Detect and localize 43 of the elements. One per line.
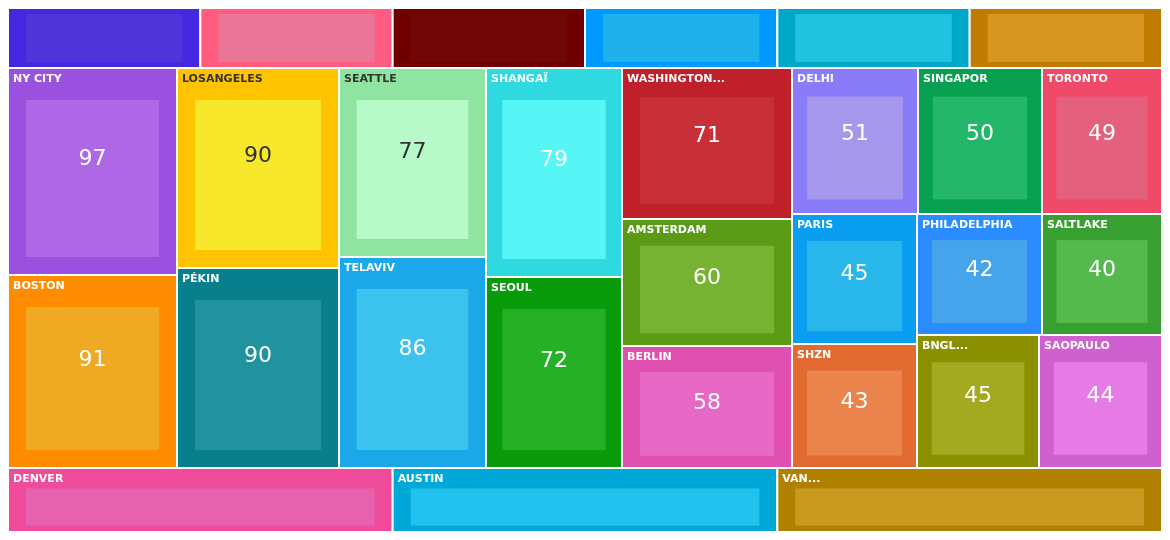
data-label: 45	[840, 260, 869, 285]
data-label: 50	[966, 120, 994, 146]
data-label: 90	[244, 142, 272, 167]
data-label: 77	[398, 137, 427, 163]
category-label: SEOUL	[491, 281, 532, 294]
category-label: BOSTON	[13, 279, 65, 292]
category-label: BERLIN	[627, 350, 672, 363]
data-label: 51	[841, 120, 869, 146]
data-label: 72	[540, 347, 568, 373]
category-label: AUSTIN	[397, 472, 444, 485]
category-label: AMSTERDAM	[627, 223, 707, 236]
category-label: PHILADELPHIA	[922, 218, 1013, 231]
category-label: SHZN	[797, 348, 832, 361]
category-label: WASHINGTON...	[627, 72, 726, 85]
category-label: SHANGAÏ	[491, 71, 548, 85]
category-label: SEATTLE	[344, 72, 397, 85]
data-label: 44	[1086, 382, 1115, 408]
category-label: DELHI	[797, 72, 834, 85]
category-label: PARIS	[797, 218, 834, 231]
data-label: 58	[693, 388, 721, 414]
category-label: SAOPAULO	[1044, 339, 1110, 352]
data-label: 42	[965, 256, 994, 282]
data-label: 91	[78, 346, 107, 372]
data-label: 79	[540, 145, 568, 171]
data-label: 71	[693, 122, 721, 148]
category-label: NY CITY	[13, 72, 63, 85]
data-label: 60	[693, 263, 721, 289]
data-label: 90	[244, 342, 272, 367]
data-label: 97	[78, 144, 107, 170]
data-label: 40	[1088, 256, 1116, 282]
data-label: 86	[398, 335, 427, 361]
category-label: DENVER	[13, 472, 64, 485]
data-label: 45	[964, 382, 992, 408]
category-label: TORONTO	[1047, 72, 1108, 85]
data-label: 49	[1088, 120, 1116, 146]
category-label: LOSANGELES	[182, 72, 263, 85]
category-label: PÉKIN	[182, 272, 220, 285]
category-label: SALTLAKE	[1047, 218, 1108, 231]
category-label: VAN...	[782, 472, 821, 485]
category-label: TELAVIV	[344, 261, 396, 274]
category-label: SINGAPOR	[923, 72, 989, 85]
category-label: BNGL...	[922, 339, 969, 352]
data-label: 43	[840, 387, 869, 413]
